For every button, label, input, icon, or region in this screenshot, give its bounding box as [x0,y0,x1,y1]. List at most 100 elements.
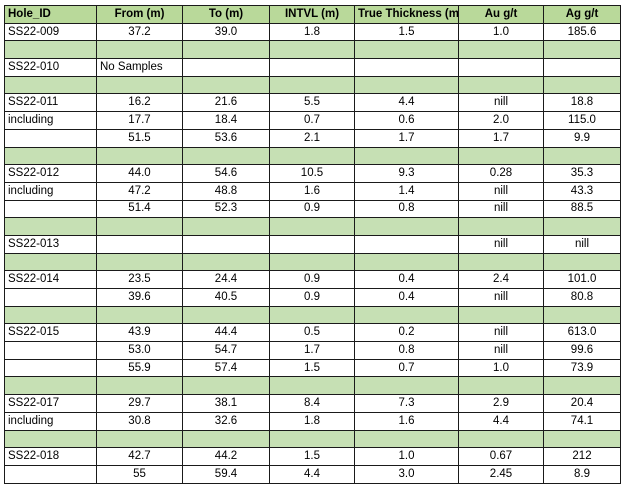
separator-cell [4,429,97,449]
interval-cell: 1.7 [269,341,355,360]
hole-id-cell: SS22-018 [4,447,97,466]
hole-id-cell [4,341,97,360]
from-cell: 23.5 [96,270,183,289]
true-thickness-cell: 7.3 [354,394,459,413]
separator-row [4,146,621,166]
table-row: including 17.7 18.4 0.7 0.6 2.0 115.0 [4,111,621,130]
separator-cell [4,146,97,166]
header-au-grade: Au g/t [458,5,544,24]
true-thickness-cell [354,58,459,77]
to-cell: 40.5 [182,288,270,307]
table-row: SS22-011 16.2 21.6 5.5 4.4 nill 18.8 [4,93,621,113]
separator-cell [354,429,459,449]
to-cell: 48.8 [182,181,270,201]
separator-cell [182,75,270,95]
au-grade-cell: nill [458,341,544,360]
true-thickness-cell: 1.0 [354,447,459,466]
table-row: SS22-018 42.7 44.2 1.5 1.0 0.67 212 [4,447,621,466]
from-cell: 37.2 [96,22,183,42]
ag-grade-cell: 88.5 [543,199,621,219]
separator-cell [4,376,97,396]
true-thickness-cell: 1.6 [354,411,459,431]
true-thickness-cell: 1.5 [354,22,459,42]
interval-cell [269,234,355,254]
hole-id-cell [4,358,97,378]
separator-cell [458,376,544,396]
table-row: SS22-014 23.5 24.4 0.9 0.4 2.4 101.0 [4,270,621,289]
hole-id-cell: SS22-011 [4,93,97,113]
table-row: SS22-017 29.7 38.1 8.4 7.3 2.9 20.4 [4,394,621,413]
from-cell: 53.0 [96,341,183,360]
separator-cell [269,146,355,166]
separator-cell [96,217,183,236]
table-row: 55.9 57.4 1.5 0.7 1.0 73.9 [4,358,621,378]
true-thickness-cell: 1.4 [354,181,459,201]
separator-cell [458,217,544,236]
to-cell [182,58,270,77]
from-cell: 55.9 [96,358,183,378]
to-cell: 54.6 [182,164,270,183]
separator-cell [4,305,97,325]
hole-id-cell [4,464,97,484]
header-true-thickness: True Thickness (m) [354,5,459,24]
from-cell: 39.6 [96,288,183,307]
separator-cell [543,376,621,396]
table-row: including 30.8 32.6 1.8 1.6 4.4 74.1 [4,411,621,431]
hole-id-cell: including [4,411,97,431]
separator-cell [4,252,97,272]
header-hole-id: Hole_ID [4,5,97,24]
ag-grade-cell: 74.1 [543,411,621,431]
separator-cell [4,40,97,60]
separator-cell [96,376,183,396]
separator-cell [543,40,621,60]
separator-cell [543,217,621,236]
header-to: To (m) [182,5,270,24]
separator-cell [543,146,621,166]
table-header: Hole_ID From (m) To (m) INTVL (m) True T… [4,5,621,24]
au-grade-cell: nill [458,199,544,219]
hole-id-cell [4,199,97,219]
separator-cell [543,305,621,325]
ag-grade-cell: 9.9 [543,128,621,148]
table-row: SS22-009 37.2 39.0 1.8 1.5 1.0 185.6 [4,22,621,42]
interval-cell: 1.5 [269,358,355,378]
table-row: 55 59.4 4.4 3.0 2.45 8.9 [4,464,621,484]
to-cell [182,234,270,254]
hole-id-cell: including [4,111,97,130]
separator-cell [269,305,355,325]
separator-cell [354,252,459,272]
from-cell: 55 [96,464,183,484]
separator-cell [458,429,544,449]
ag-grade-cell: nill [543,234,621,254]
true-thickness-cell: 0.7 [354,358,459,378]
table-row: SS22-015 43.9 44.4 0.5 0.2 nill 613.0 [4,323,621,343]
true-thickness-cell: 9.3 [354,164,459,183]
table-body: SS22-009 37.2 39.0 1.8 1.5 1.0 185.6 SS22-010 No… [4,22,621,484]
table-row: SS22-010 No Samples [4,58,621,77]
to-cell: 53.6 [182,128,270,148]
header-ag-grade: Ag g/t [543,5,621,24]
au-grade-cell: 2.45 [458,464,544,484]
header-from: From (m) [96,5,183,24]
from-cell: 29.7 [96,394,183,413]
ag-grade-cell: 43.3 [543,181,621,201]
separator-cell [96,305,183,325]
header-interval: INTVL (m) [269,5,355,24]
true-thickness-cell [354,234,459,254]
from-cell: 16.2 [96,93,183,113]
interval-cell: 1.8 [269,22,355,42]
hole-id-cell: SS22-013 [4,234,97,254]
separator-cell [182,252,270,272]
separator-cell [4,75,97,95]
separator-cell [96,40,183,60]
drill-results-table-container: Hole_ID From (m) To (m) INTVL (m) True T… [4,5,621,484]
au-grade-cell: nill [458,181,544,201]
separator-cell [458,146,544,166]
table-row: 51.4 52.3 0.9 0.8 nill 88.5 [4,199,621,219]
hole-id-cell [4,128,97,148]
drill-results-table: Hole_ID From (m) To (m) INTVL (m) True T… [4,5,621,484]
hole-id-cell: including [4,181,97,201]
separator-cell [182,217,270,236]
separator-cell [354,40,459,60]
au-grade-cell: 4.4 [458,411,544,431]
